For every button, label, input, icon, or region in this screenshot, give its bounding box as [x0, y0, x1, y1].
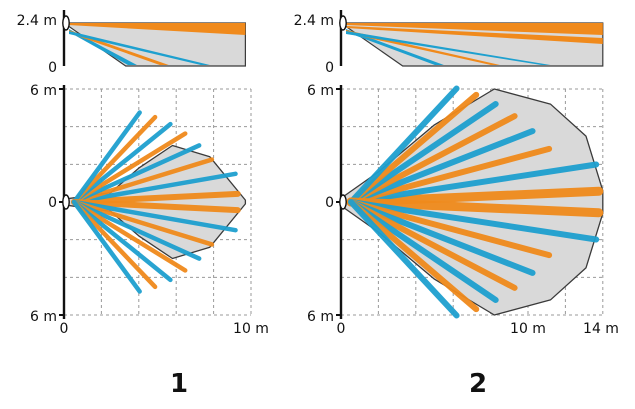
detection-beam — [71, 114, 158, 205]
detection-beam — [71, 199, 188, 273]
detection-beam — [348, 199, 553, 259]
detection-beam — [71, 199, 158, 290]
top-view-2 — [336, 85, 604, 319]
top-y-label-upper: 6 m — [307, 83, 334, 99]
diagram-number-2: 2 — [469, 369, 487, 399]
side-y-label-top: 2.4 m — [17, 13, 57, 29]
detection-beam — [71, 199, 202, 261]
side-view-2 — [339, 10, 604, 67]
side-beam-orange — [68, 23, 246, 35]
top-view-1 — [59, 85, 252, 319]
detection-beam — [71, 157, 215, 205]
detection-beam — [71, 199, 238, 233]
diagram-1: 2.4 m 0 6 m 0 6 m 0 10 m 1 — [17, 10, 269, 399]
detection-beam — [71, 199, 215, 247]
detection-beam — [348, 101, 499, 205]
top-x-label-14m: 14 m — [583, 321, 619, 337]
detection-beam — [348, 145, 553, 205]
detection-beam — [71, 199, 142, 294]
pir-sensor-icon — [339, 15, 347, 31]
top-x-label-origin: 0 — [337, 321, 346, 337]
detection-beam — [348, 199, 536, 276]
pir-sensor-icon — [62, 15, 70, 31]
detection-beam — [348, 128, 536, 205]
detection-beam — [348, 199, 460, 319]
side-y-label-bottom: 0 — [48, 60, 57, 76]
detection-beam — [348, 113, 518, 205]
top-y-label-center: 0 — [48, 195, 57, 211]
detection-beam — [71, 171, 238, 205]
detection-beam — [348, 91, 480, 205]
side-y-label-bottom: 0 — [325, 60, 334, 76]
top-y-label-upper: 6 m — [30, 83, 57, 99]
side-y-label-top: 2.4 m — [294, 13, 334, 29]
detection-beam — [346, 197, 604, 218]
side-view-1 — [62, 10, 246, 67]
top-y-label-lower: 6 m — [30, 309, 57, 325]
detection-beam — [71, 199, 173, 283]
top-x-label-origin: 0 — [60, 321, 69, 337]
pir-sensor-icon — [339, 194, 347, 210]
detection-beam — [71, 121, 173, 205]
side-beam-orange — [347, 26, 603, 44]
top-x-label-10m: 10 m — [233, 321, 269, 337]
detection-beam — [71, 110, 142, 205]
side-beam — [69, 31, 210, 65]
diagram-number-1: 1 — [170, 369, 188, 399]
detection-beam — [348, 85, 460, 205]
detection-beam — [71, 143, 202, 205]
detection-beam — [71, 131, 188, 205]
detection-beam — [348, 199, 499, 303]
detection-beam — [348, 199, 600, 243]
side-beam — [346, 31, 551, 65]
diagram-2: 2.4 m 0 6 m 0 6 m 0 10 m 14 m 2 — [294, 10, 619, 399]
detection-beam — [348, 199, 480, 313]
top-x-label-10m: 10 m — [510, 321, 546, 337]
detection-beam — [348, 199, 518, 291]
side-beam-orange — [345, 23, 603, 35]
top-y-label-lower: 6 m — [307, 309, 334, 325]
detection-beam — [71, 199, 241, 214]
pir-sensor-icon — [62, 194, 70, 210]
detection-beam — [348, 161, 600, 205]
top-y-label-center: 0 — [325, 195, 334, 211]
